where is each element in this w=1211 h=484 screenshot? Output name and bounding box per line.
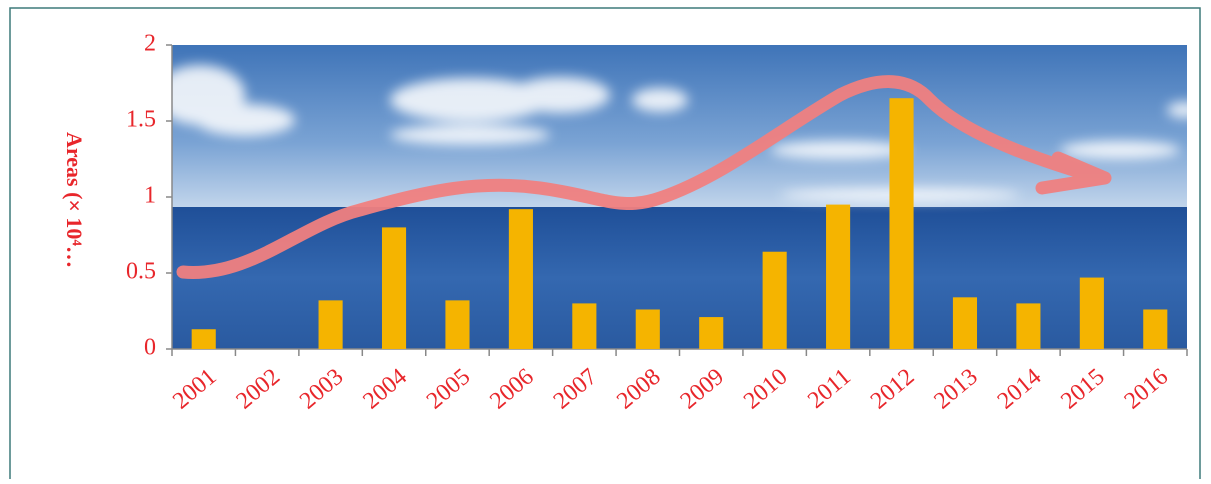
x-tick-label: 2005 xyxy=(422,364,475,415)
x-tick-label: 2015 xyxy=(1056,364,1109,415)
bar xyxy=(699,317,724,349)
bar xyxy=(635,309,660,349)
x-tick-label: 2007 xyxy=(549,364,602,415)
bar xyxy=(1016,303,1041,349)
bar xyxy=(1143,309,1168,349)
x-tick-label: 2002 xyxy=(232,364,285,415)
x-tick-label: 2009 xyxy=(676,364,729,415)
x-tick-label: 2013 xyxy=(929,364,982,415)
bar xyxy=(381,227,407,349)
marks xyxy=(191,98,1168,349)
bar xyxy=(952,297,978,349)
bar xyxy=(318,300,343,349)
x-tick-label: 2012 xyxy=(866,364,919,415)
y-axis-label: Areas (× 10⁴… xyxy=(62,132,87,268)
frame xyxy=(9,7,1201,484)
y-tick-label: 2 xyxy=(144,31,156,57)
x-tick-label: 2014 xyxy=(993,364,1046,415)
bar xyxy=(508,209,533,349)
y-tick-label: 1.5 xyxy=(126,107,156,133)
bar xyxy=(191,329,216,349)
y-tick-label: 0 xyxy=(144,335,156,361)
background xyxy=(172,45,1187,349)
x-tick-label: 2010 xyxy=(739,364,792,415)
bar xyxy=(572,303,597,349)
bar xyxy=(1079,277,1104,349)
x-tick-label: 2001 xyxy=(168,364,221,415)
y-tick-label: 0.5 xyxy=(126,259,156,285)
x-tick-label: 2006 xyxy=(485,364,538,415)
bar xyxy=(826,204,851,349)
bar xyxy=(445,300,470,349)
trend-arrow xyxy=(176,75,1112,279)
x-tick-label: 2004 xyxy=(358,364,411,415)
x-tick-label: 2008 xyxy=(612,364,665,415)
x-tick-label: 2011 xyxy=(803,364,856,414)
bar xyxy=(762,251,787,349)
bar xyxy=(889,98,914,349)
x-tick-label: 2016 xyxy=(1120,364,1173,415)
x-tick-label: 2003 xyxy=(295,364,348,415)
y-tick-label: 1 xyxy=(144,183,156,209)
